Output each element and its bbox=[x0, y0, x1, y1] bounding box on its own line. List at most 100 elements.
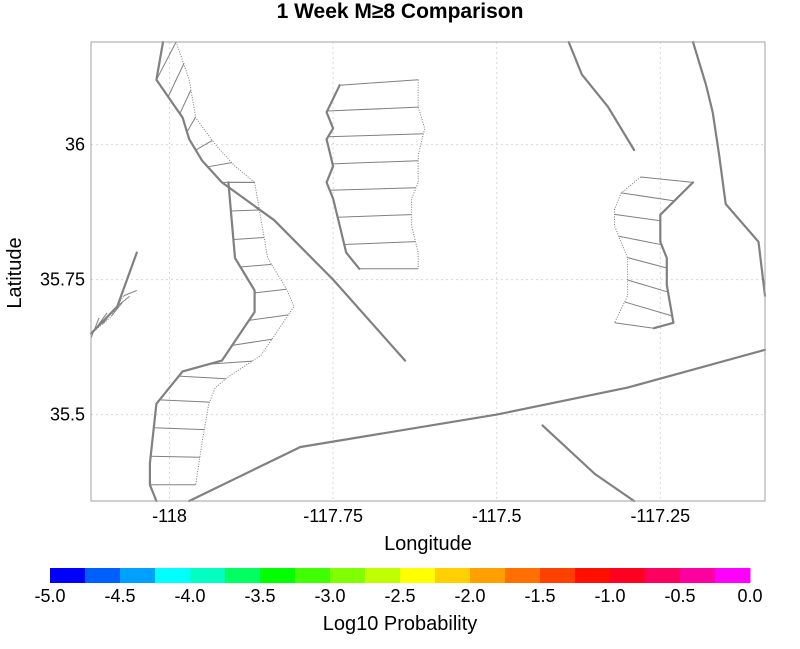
x-tick-labels: -118 -117.75 -117.5 -117.25 bbox=[152, 506, 690, 526]
colorbar-tick-labels: -5.0 -4.5 -4.0 -3.5 -3.0 -2.5 -2.0 -1.5 -1.0 -0.5… bbox=[34, 586, 762, 606]
fault-traces bbox=[89, 40, 767, 503]
zone-center-rung-0 bbox=[339, 79, 419, 86]
colorbar-swatch-19 bbox=[715, 568, 751, 583]
colorbar-label: Log10 Probability bbox=[323, 613, 478, 635]
zone-east-rung-2 bbox=[614, 213, 661, 222]
colorbar-tick-6: -2.0 bbox=[454, 586, 485, 606]
zone-west-south-rung-4 bbox=[254, 288, 287, 294]
zone-west-north-rung-1 bbox=[167, 62, 185, 97]
colorbar-swatch-10 bbox=[400, 568, 436, 583]
colorbar-tick-4: -3.0 bbox=[314, 586, 345, 606]
zone-center-rung-1 bbox=[327, 106, 419, 112]
colorbar-swatch-6 bbox=[260, 568, 296, 583]
zone-west-south-rung-8 bbox=[178, 375, 227, 380]
y-tick-label-0: 35.5 bbox=[50, 405, 85, 425]
colorbar-tick-3: -3.5 bbox=[244, 586, 275, 606]
colorbar-tick-1: -4.5 bbox=[104, 586, 135, 606]
zone-east-rung-4 bbox=[627, 257, 667, 269]
y-tick-labels: 35.5 35.75 36 bbox=[40, 135, 85, 425]
colorbar-swatch-14 bbox=[540, 568, 576, 583]
fault-trace-2 bbox=[148, 181, 256, 503]
colorbar-swatch-11 bbox=[435, 568, 471, 583]
fault-trace-9 bbox=[89, 251, 138, 335]
zone-west-south-rung-7 bbox=[208, 360, 253, 365]
zone-east-edge bbox=[614, 176, 642, 324]
zone-west-south-rung-10 bbox=[153, 427, 205, 431]
zone-center-edge bbox=[411, 79, 426, 269]
colorbar-swatch-8 bbox=[330, 568, 366, 583]
zone-west-north-rung-2 bbox=[179, 89, 192, 114]
colorbar-swatch-18 bbox=[680, 568, 716, 583]
zone-west-north-rung-3 bbox=[186, 116, 197, 133]
colorbar-tick-2: -4.0 bbox=[174, 586, 205, 606]
zone-east-rung-6 bbox=[624, 301, 673, 317]
x-tick-label-1: -117.75 bbox=[303, 506, 363, 526]
zone-west-north-edge bbox=[175, 41, 255, 183]
fault-trace-1 bbox=[155, 40, 407, 362]
zone-center-rung-2 bbox=[328, 133, 424, 138]
colorbar-tick-8: -1.0 bbox=[594, 586, 625, 606]
rupture-zones bbox=[90, 41, 694, 486]
chart-title: 1 Week M≥8 Comparison bbox=[277, 0, 524, 23]
plot-frame bbox=[90, 41, 766, 502]
colorbar-swatch-4 bbox=[190, 568, 226, 583]
colorbar-swatch-2 bbox=[120, 568, 156, 583]
zone-center-rung-4 bbox=[329, 187, 417, 191]
colorbar-swatch-7 bbox=[295, 568, 331, 583]
zone-west-north-rung-5 bbox=[207, 162, 232, 168]
zone-west-south bbox=[149, 181, 295, 486]
zone-west-south-rung-9 bbox=[159, 399, 210, 403]
zone-east-rung-1 bbox=[621, 192, 675, 202]
zone-west-north-rung-0 bbox=[155, 41, 177, 81]
colorbar-tick-9: -0.5 bbox=[664, 586, 695, 606]
zone-west-south-rung-1 bbox=[230, 209, 260, 212]
zone-east-rung-5 bbox=[627, 279, 669, 293]
x-tick-label-2: -117.5 bbox=[472, 506, 522, 526]
fault-trace-8 bbox=[541, 424, 636, 503]
zone-far-west-rung-6 bbox=[123, 289, 137, 297]
zone-center-rung-6 bbox=[344, 241, 416, 245]
colorbar-swatch-15 bbox=[575, 568, 611, 583]
y-tick-label-2: 36 bbox=[65, 135, 85, 155]
zone-west-south-rung-5 bbox=[248, 314, 289, 321]
zone-center bbox=[327, 79, 426, 270]
colorbar-tick-0: -5.0 bbox=[34, 586, 65, 606]
colorbar-swatch-3 bbox=[155, 568, 191, 583]
fault-trace-7 bbox=[188, 348, 767, 503]
x-tick-label-0: -118 bbox=[152, 506, 187, 526]
colorbar-tick-10: 0.0 bbox=[737, 586, 762, 606]
colorbar-swatch-12 bbox=[470, 568, 506, 583]
zone-east-rung-0 bbox=[640, 176, 694, 183]
fault-trace-5 bbox=[691, 40, 767, 297]
zone-far-west-rung-4 bbox=[111, 301, 123, 316]
fault-trace-4 bbox=[567, 40, 636, 152]
colorbar-swatch-13 bbox=[505, 568, 541, 583]
y-axis-label: Latitude bbox=[4, 237, 26, 308]
colorbar-tick-5: -2.5 bbox=[384, 586, 415, 606]
zone-west-south-rung-11 bbox=[150, 455, 200, 458]
fault-trace-6 bbox=[652, 181, 695, 330]
y-tick-label-1: 35.75 bbox=[40, 270, 85, 290]
zone-east bbox=[614, 176, 694, 329]
zone-center-rung-5 bbox=[337, 214, 412, 218]
colorbar-swatch-1 bbox=[85, 568, 121, 583]
zone-west-south-rung-3 bbox=[240, 263, 272, 268]
fault-trace-3 bbox=[325, 84, 361, 270]
zone-west-south-rung-6 bbox=[232, 338, 272, 346]
x-tick-label-3: -117.25 bbox=[630, 506, 690, 526]
colorbar-swatch-5 bbox=[225, 568, 261, 583]
colorbar bbox=[50, 568, 751, 583]
colorbar-swatch-16 bbox=[610, 568, 646, 583]
colorbar-tick-7: -1.5 bbox=[524, 586, 555, 606]
zone-center-rung-3 bbox=[332, 160, 419, 165]
zone-west-south-edge bbox=[195, 182, 295, 485]
zone-far-west bbox=[90, 289, 137, 345]
colorbar-swatch-17 bbox=[645, 568, 681, 583]
colorbar-swatch-0 bbox=[50, 568, 86, 583]
zone-west-south-rung-2 bbox=[233, 236, 265, 241]
zone-east-rung-3 bbox=[618, 235, 662, 246]
colorbar-swatch-9 bbox=[365, 568, 401, 583]
zone-west-north bbox=[155, 41, 255, 183]
zone-west-north-rung-4 bbox=[195, 140, 213, 151]
